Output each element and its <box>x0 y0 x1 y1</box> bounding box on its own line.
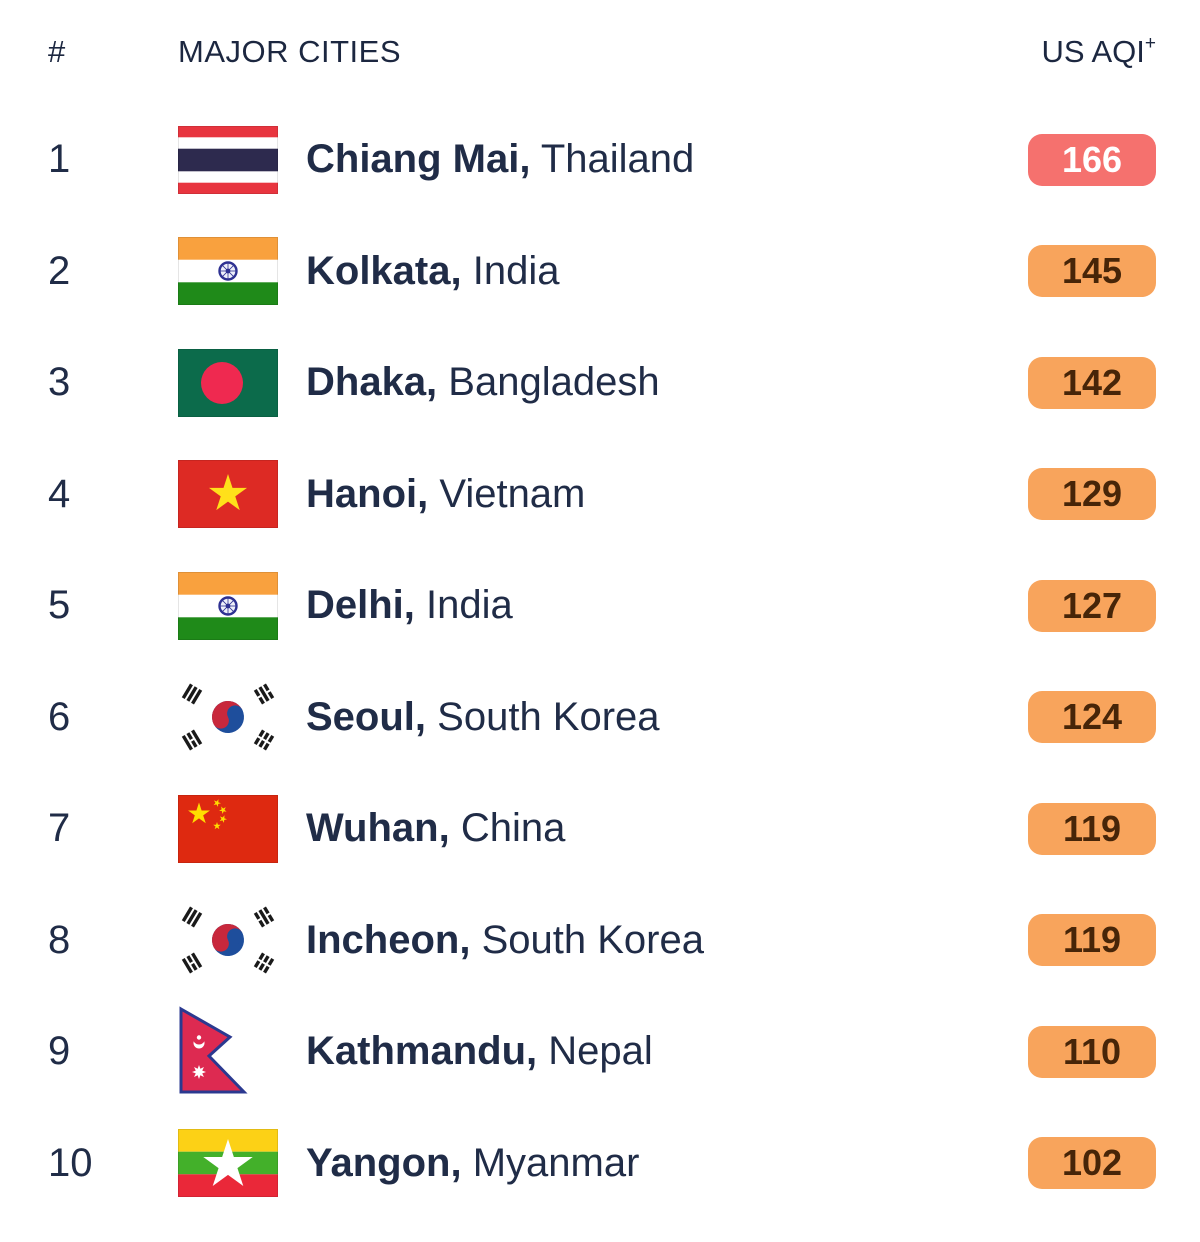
city-name: Hanoi, <box>306 471 429 516</box>
rank-number: 1 <box>48 137 71 182</box>
nepal-flag-icon <box>179 1006 248 1094</box>
aqi-column-header: US AQI+ <box>1041 32 1156 70</box>
city-country-label: Kathmandu, Nepal <box>306 1029 1028 1074</box>
flag-cell <box>178 460 306 529</box>
india-flag-icon <box>178 571 278 640</box>
flag-cell <box>178 125 306 194</box>
table-row[interactable]: 3 Dhaka, Bangladesh 142 <box>0 327 1200 439</box>
country-name: India <box>472 248 560 293</box>
country-name: South Korea <box>481 917 704 962</box>
aqi-badge: 129 <box>1028 468 1156 521</box>
rank-number: 4 <box>48 471 71 516</box>
country-name: Thailand <box>540 137 695 182</box>
table-row[interactable]: 5 Delhi, India 127 <box>0 550 1200 662</box>
flag-cell <box>178 683 306 752</box>
city-name: Chiang Mai, <box>306 137 531 182</box>
rank-number: 6 <box>48 694 71 739</box>
aqi-badge: 127 <box>1028 579 1156 632</box>
city-name: Incheon, <box>306 917 471 962</box>
flag-cell <box>178 1129 306 1198</box>
table-row[interactable]: 2 Kolkata, India 145 <box>0 216 1200 328</box>
city-country-label: Hanoi, Vietnam <box>306 472 1028 517</box>
city-country-label: Kolkata, India <box>306 249 1028 294</box>
city-name: Kolkata, <box>306 248 462 293</box>
south-korea-flag-icon <box>178 906 278 975</box>
flag-cell <box>178 348 306 417</box>
rank-number: 7 <box>48 806 71 851</box>
flag-cell <box>178 794 306 863</box>
table-row[interactable]: 9 Kathmandu, Nepal 110 <box>0 996 1200 1108</box>
city-name: Dhaka, <box>306 360 438 405</box>
country-name: China <box>460 806 566 851</box>
city-name: Yangon, <box>306 1140 462 1185</box>
city-country-label: Incheon, South Korea <box>306 918 1028 963</box>
city-country-label: Wuhan, China <box>306 806 1028 851</box>
cities-column-header: MAJOR CITIES <box>178 34 402 69</box>
city-name: Wuhan, <box>306 806 450 851</box>
table-row[interactable]: 7 Wuhan, China 119 <box>0 773 1200 885</box>
rank-number: 5 <box>48 583 71 628</box>
bangladesh-flag-icon <box>178 348 278 417</box>
city-name: Kathmandu, <box>306 1029 538 1074</box>
aqi-badge: 110 <box>1028 1025 1156 1078</box>
aqi-badge: 102 <box>1028 1137 1156 1190</box>
rank-number: 8 <box>48 917 71 962</box>
city-country-label: Chiang Mai, Thailand <box>306 137 1028 182</box>
city-country-label: Seoul, South Korea <box>306 695 1028 740</box>
myanmar-flag-icon <box>178 1129 278 1198</box>
aqi-badge: 145 <box>1028 245 1156 298</box>
china-flag-icon <box>178 794 278 863</box>
flag-cell <box>178 237 306 306</box>
table-row[interactable]: 10 Yangon, Myanmar 102 <box>0 1108 1200 1220</box>
table-row[interactable]: 8 <box>0 885 1200 997</box>
flag-cell <box>178 1006 306 1098</box>
rank-number: 9 <box>48 1029 71 1074</box>
table-header: # MAJOR CITIES US AQI+ <box>0 0 1200 104</box>
country-name: Bangladesh <box>448 360 660 405</box>
city-country-label: Delhi, India <box>306 583 1028 628</box>
country-name: India <box>426 583 513 628</box>
vietnam-flag-icon <box>178 460 278 529</box>
table-row[interactable]: 4 Hanoi, Vietnam 129 <box>0 439 1200 551</box>
aqi-header-superscript: + <box>1144 32 1156 54</box>
city-country-label: Dhaka, Bangladesh <box>306 360 1028 405</box>
rank-number: 3 <box>48 360 71 405</box>
table-row[interactable]: 6 <box>0 662 1200 774</box>
aqi-header-label: US AQI <box>1041 34 1145 69</box>
aqi-badge: 166 <box>1028 133 1156 186</box>
country-name: Myanmar <box>472 1140 640 1185</box>
rank-number: 2 <box>48 248 71 293</box>
india-flag-icon <box>178 237 278 306</box>
country-name: Vietnam <box>439 471 586 516</box>
country-name: South Korea <box>437 694 660 739</box>
city-country-label: Yangon, Myanmar <box>306 1141 1028 1186</box>
table-row[interactable]: 1 Chiang Mai, Thailand 166 <box>0 104 1200 216</box>
flag-cell <box>178 906 306 975</box>
aqi-badge: 119 <box>1028 914 1156 967</box>
thailand-flag-icon <box>178 125 278 194</box>
aqi-badge: 142 <box>1028 356 1156 409</box>
flag-cell <box>178 571 306 640</box>
aqi-badge: 119 <box>1028 802 1156 855</box>
city-name: Delhi, <box>306 583 415 628</box>
city-name: Seoul, <box>306 694 427 739</box>
aqi-badge: 124 <box>1028 691 1156 744</box>
rank-column-header: # <box>48 34 66 69</box>
rank-number: 10 <box>48 1140 93 1185</box>
country-name: Nepal <box>548 1029 653 1074</box>
south-korea-flag-icon <box>178 683 278 752</box>
